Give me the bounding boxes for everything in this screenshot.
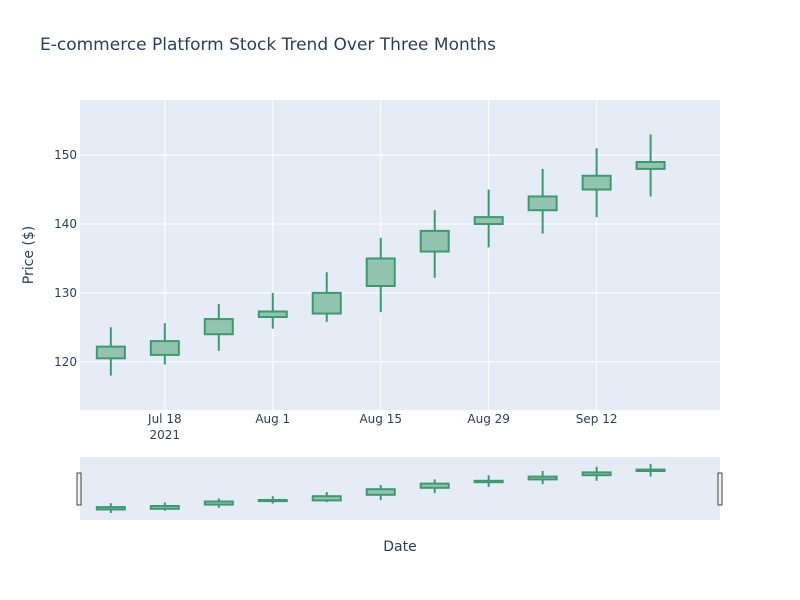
plot-area xyxy=(80,100,720,410)
range-slider-left-handle[interactable] xyxy=(76,472,82,506)
mini-candle xyxy=(95,503,126,513)
candle-body xyxy=(419,229,450,253)
x-tick-label: Jul 18 xyxy=(147,412,182,426)
mini-candle xyxy=(419,479,450,494)
candle xyxy=(581,148,612,218)
x-tick-label: Sep 12 xyxy=(576,412,618,426)
x-tick-label: Aug 15 xyxy=(359,412,402,426)
candle xyxy=(95,327,126,376)
mini-candle xyxy=(581,466,612,481)
candle-body xyxy=(95,345,126,360)
candle xyxy=(149,323,180,365)
candle-body xyxy=(257,310,288,319)
candle xyxy=(473,189,504,248)
mini-candle-body xyxy=(581,471,612,477)
y-tick-label: 120 xyxy=(54,355,77,369)
candles xyxy=(95,134,666,376)
candle xyxy=(311,272,342,322)
candle-body xyxy=(203,318,234,336)
candle xyxy=(527,168,558,234)
candle-body xyxy=(311,291,342,315)
y-tick-labels: 120 130 140 150 xyxy=(54,148,77,369)
mini-candle-body xyxy=(95,506,126,511)
candle-body xyxy=(473,216,504,226)
mini-candle-body xyxy=(149,505,180,510)
candle xyxy=(365,237,396,313)
y-tick-label: 140 xyxy=(54,217,77,231)
chart-title: E-commerce Platform Stock Trend Over Thr… xyxy=(40,35,496,55)
mini-candle-body xyxy=(311,495,342,502)
candle-body xyxy=(635,161,666,170)
y-tick-label: 130 xyxy=(54,286,77,300)
x-tick-label: Aug 29 xyxy=(467,412,510,426)
mini-candle xyxy=(311,492,342,503)
range-slider-right-handle[interactable] xyxy=(717,472,723,506)
mini-candle-body xyxy=(527,475,558,481)
x-tick-year-label: 2021 xyxy=(150,428,181,442)
mini-candle xyxy=(365,485,396,501)
grid-lines xyxy=(80,100,720,410)
mini-candle-body xyxy=(419,482,450,489)
candle-body xyxy=(527,195,558,212)
mini-candle xyxy=(203,498,234,508)
candle xyxy=(203,303,234,351)
candle xyxy=(635,134,666,197)
mini-candle-body xyxy=(257,498,288,503)
mini-candle xyxy=(473,475,504,487)
candle xyxy=(419,210,450,278)
x-tick-label: Aug 1 xyxy=(255,412,290,426)
mini-candle xyxy=(635,464,666,477)
mini-candle xyxy=(527,471,558,485)
range-slider[interactable] xyxy=(80,457,720,520)
mini-candle-body xyxy=(365,488,396,496)
candle xyxy=(257,292,288,329)
mini-candle-body xyxy=(473,479,504,484)
candle-body xyxy=(581,174,612,191)
mini-candle-body xyxy=(203,500,234,506)
candle-body xyxy=(149,340,180,356)
y-tick-label: 150 xyxy=(54,148,77,162)
mini-candle-body xyxy=(635,468,666,473)
range-slider-candles xyxy=(95,464,666,513)
candle-body xyxy=(365,257,396,288)
x-axis-label: Date xyxy=(383,539,416,555)
y-axis-label: Price ($) xyxy=(21,226,37,284)
mini-candle xyxy=(257,496,288,504)
mini-candle xyxy=(149,502,180,511)
x-tick-labels: Jul 18 2021 Aug 1 Aug 15 Aug 29 Sep 12 xyxy=(147,412,617,442)
